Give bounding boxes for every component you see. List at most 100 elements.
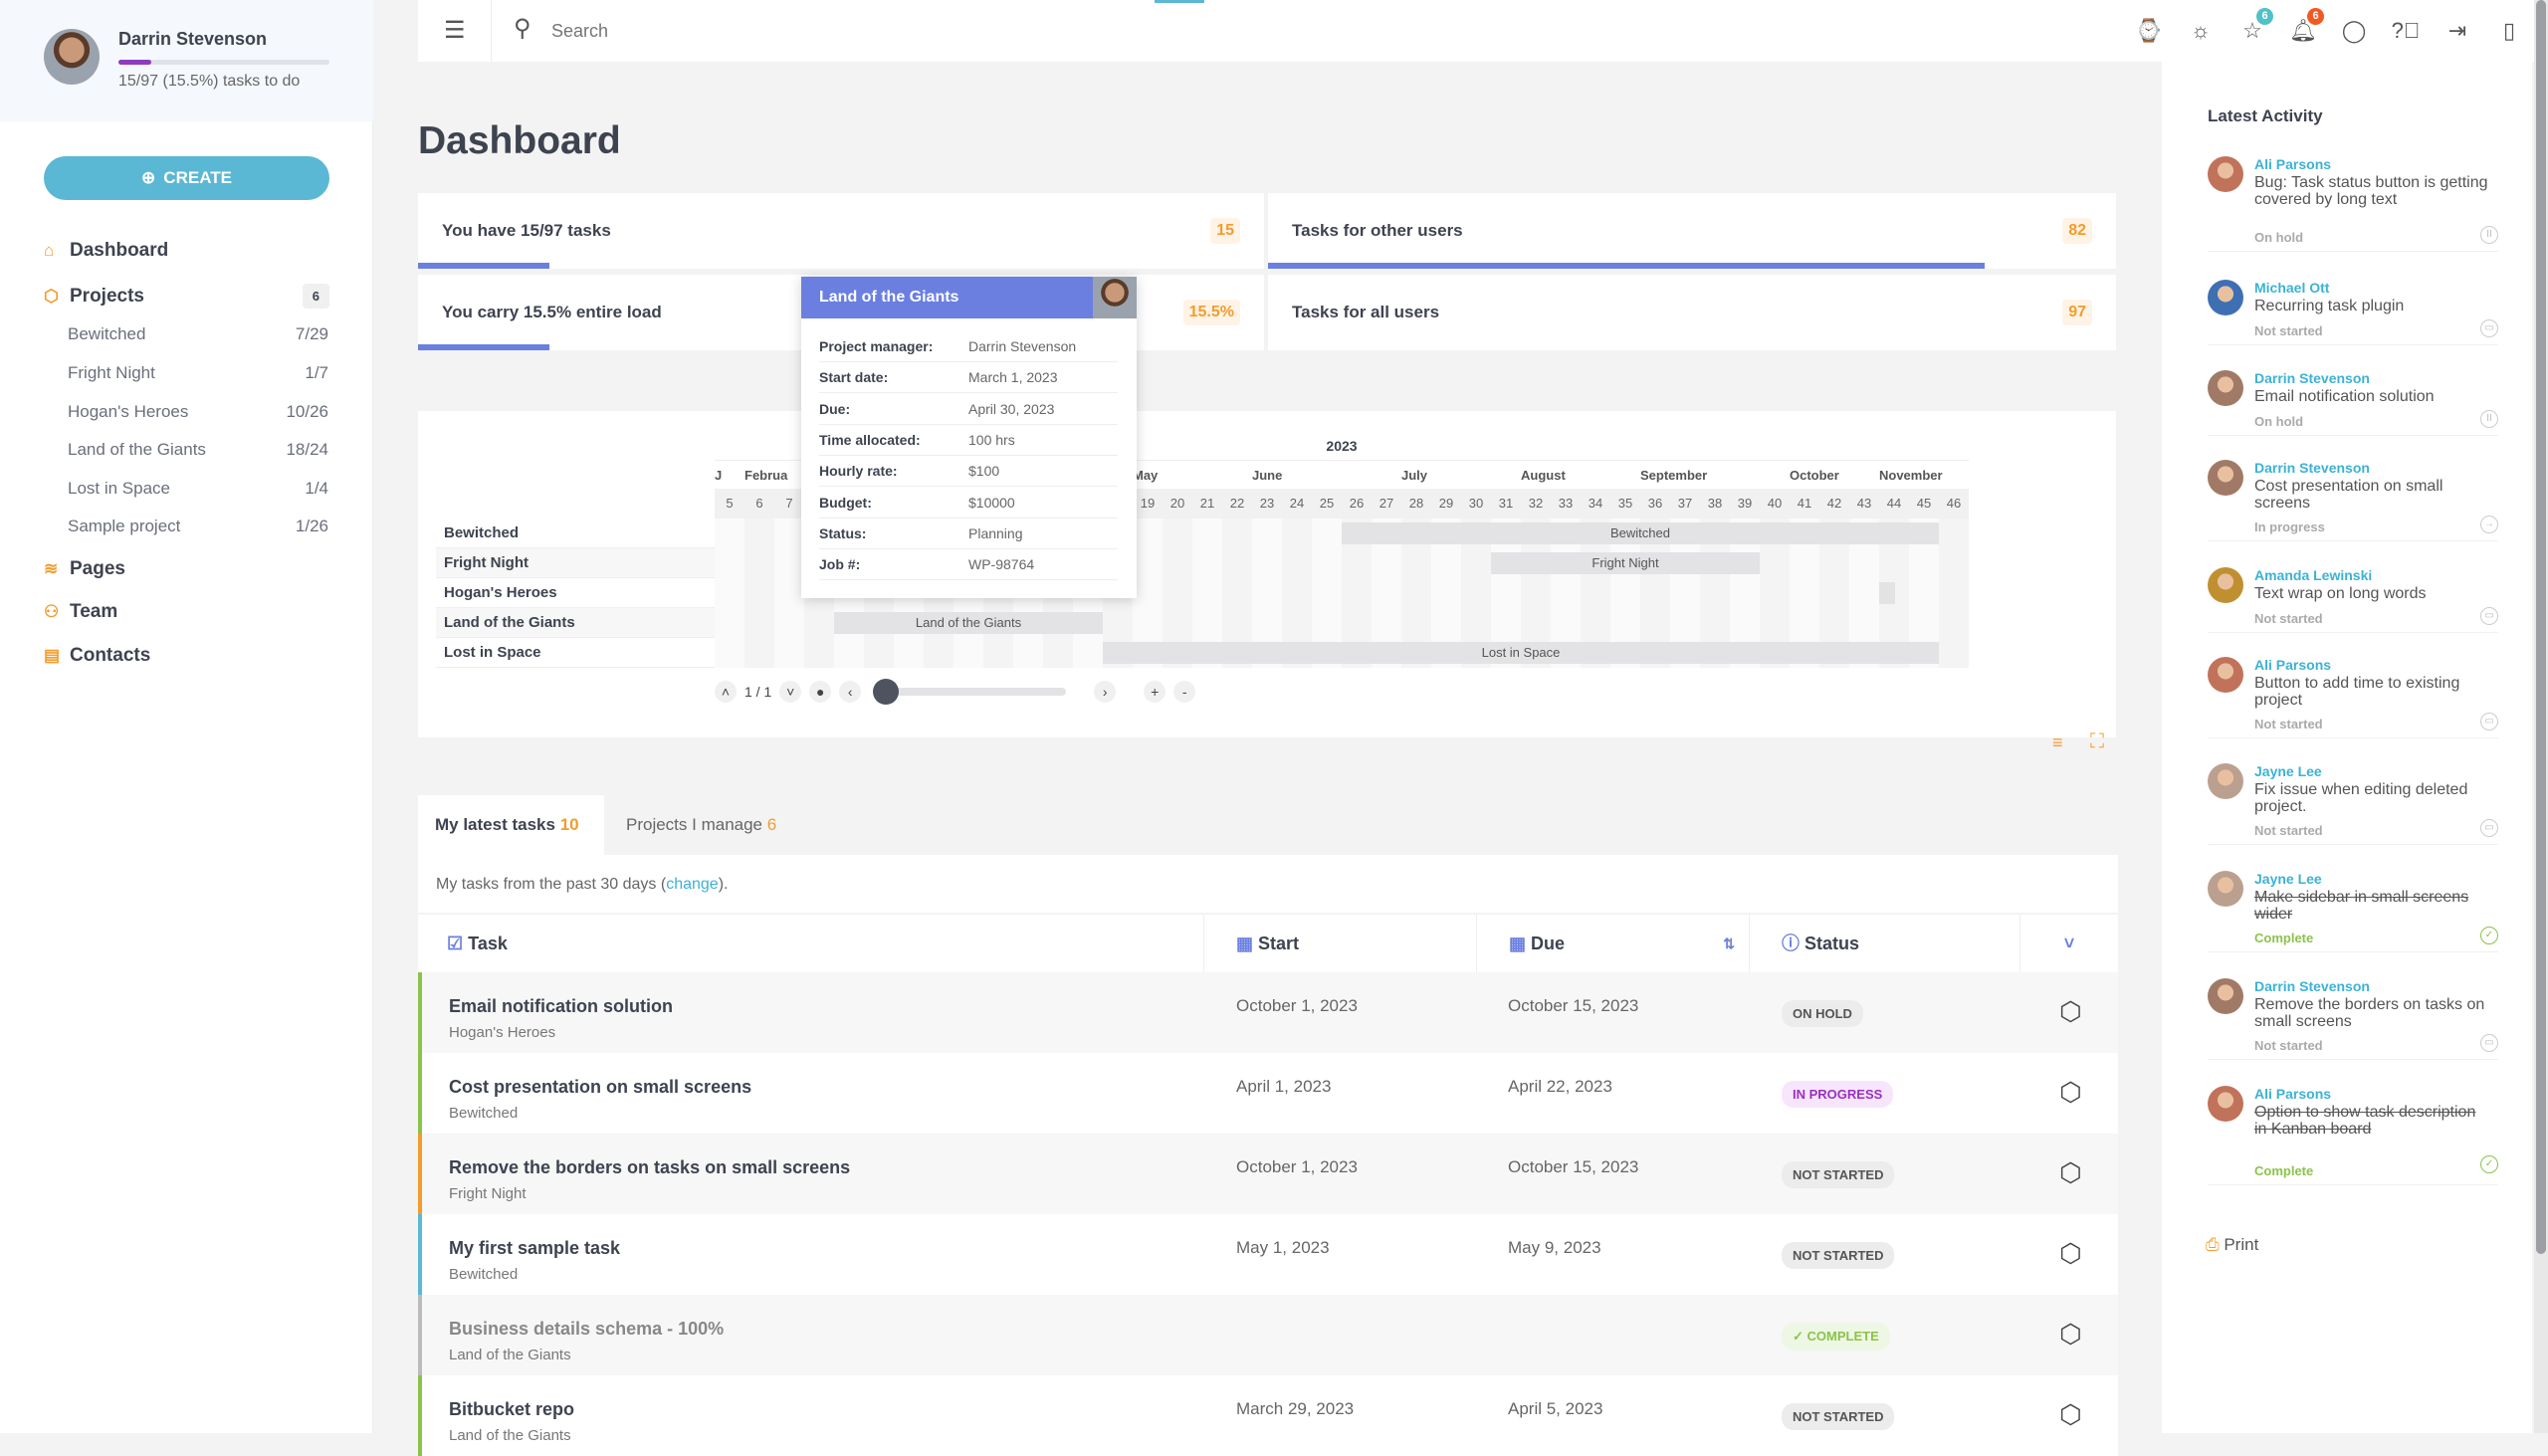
status-badge[interactable]: NOT STARTED	[1782, 1403, 1895, 1430]
gantt-week-label: 33	[1551, 489, 1581, 519]
sidebar-project-item[interactable]: Lost in Space 1/4	[68, 479, 328, 498]
page-up-button[interactable]: ˄	[715, 681, 737, 703]
activity-item[interactable]: Ali Parsons Option to show task descripti…	[2208, 1086, 2498, 1185]
sidebar-item-dashboard[interactable]: ⌂ Dashboard	[44, 240, 169, 261]
table-row[interactable]: Email notification solution Hogan's Heroe…	[418, 972, 2118, 1053]
hexagon-icon[interactable]: ⬡	[2059, 1157, 2082, 1187]
change-link[interactable]: change	[666, 876, 719, 893]
zoom-in-button[interactable]: +	[1144, 681, 1167, 703]
sidebar-item-team[interactable]: ⚇ Team	[44, 601, 118, 622]
gantt-bar[interactable]	[1879, 582, 1895, 604]
sidebar-project-item[interactable]: Fright Night 1/7	[68, 363, 328, 382]
check-icon[interactable]: ✓	[2480, 1155, 2498, 1173]
activity-item[interactable]: Jayne Lee Fix issue when editing deleted …	[2208, 763, 2498, 845]
status-badge[interactable]: ON HOLD	[1782, 1000, 1863, 1027]
bell-icon[interactable]: 🔔︎ 6	[2288, 8, 2324, 46]
activity-item[interactable]: Michael Ott Recurring task plugin Not star…	[2208, 280, 2498, 345]
activity-item[interactable]: Darrin Stevenson Remove the borders on ta…	[2208, 978, 2498, 1060]
gantt-week-label: 44	[1879, 489, 1909, 519]
sidebar-project-item[interactable]: Sample project 1/26	[68, 517, 328, 535]
avatar[interactable]	[44, 29, 100, 85]
print-button[interactable]: ⎙ Print	[2206, 1235, 2259, 1254]
logout-icon[interactable]: ⇥	[2447, 18, 2467, 43]
panel-toggle-icon[interactable]: ▯	[2502, 18, 2516, 43]
sidebar-project-item[interactable]: Bewitched 7/29	[68, 324, 328, 343]
activity-item[interactable]: Jayne Lee Make sidebar in small screens w…	[2208, 871, 2498, 952]
sort-lines-icon[interactable]: ≡	[2052, 732, 2063, 752]
column-header-due[interactable]: ▦ Due ⇅	[1477, 915, 1750, 972]
table-row[interactable]: Cost presentation on small screens Bewitc…	[418, 1053, 2118, 1134]
status-badge[interactable]: NOT STARTED	[1782, 1161, 1895, 1188]
status-badge[interactable]: NOT STARTED	[1782, 1242, 1895, 1269]
stop-icon[interactable]: ▭	[2480, 607, 2498, 625]
today-button[interactable]: ●	[809, 681, 832, 703]
table-row[interactable]: My first sample task Bewitched May 1, 2023…	[418, 1214, 2118, 1295]
stop-icon[interactable]: ▭	[2480, 713, 2498, 730]
stop-icon[interactable]: ▭	[2480, 1034, 2498, 1052]
tab-projects-i-manage[interactable]: Projects I manage 6	[626, 815, 777, 834]
activity-item[interactable]: Darrin Stevenson Cost presentation on sma…	[2208, 460, 2498, 541]
gantt-bar[interactable]: Lost in Space	[1103, 642, 1939, 664]
search-input[interactable]	[551, 16, 1149, 46]
create-button[interactable]: ⊕ CREATE	[44, 156, 329, 200]
gantt-row-label: Lost in Space	[436, 638, 715, 668]
hexagon-icon[interactable]: ⬡	[2059, 1077, 2082, 1107]
gantt-bar[interactable]: Land of the Giants	[834, 612, 1103, 634]
sidebar-item-contacts[interactable]: ▤ Contacts	[44, 645, 151, 666]
tab-my-latest-tasks[interactable]: My latest tasks 10	[418, 795, 604, 855]
check-circle-icon: ✓	[1793, 1329, 1807, 1344]
stop-icon[interactable]: ▭	[2480, 819, 2498, 837]
scroll-right-button[interactable]: ›	[1094, 681, 1117, 703]
check-icon[interactable]: ✓	[2480, 927, 2498, 944]
gantt-bar[interactable]: Bewitched	[1342, 522, 1939, 544]
hexagon-icon[interactable]: ⬡	[2059, 1319, 2082, 1349]
sidebar-project-item[interactable]: Land of the Giants 18/24	[68, 440, 328, 459]
status-badge[interactable]: ✓ COMPLETE	[1782, 1323, 1890, 1351]
column-header-start[interactable]: ▦ Start	[1204, 915, 1477, 972]
scroll-left-button[interactable]: ‹	[839, 681, 862, 703]
hexagon-icon[interactable]: ⬡	[2059, 1238, 2082, 1268]
sidebar-item-projects[interactable]: ⬡ Projects 6	[44, 284, 329, 309]
hexagon-icon[interactable]: ⬡	[2059, 1399, 2082, 1429]
tooltip-row: Time allocated: 100 hrs	[819, 425, 1118, 456]
tasks-note: My tasks from the past 30 days (change).	[436, 876, 729, 893]
gantt-week-label: 41	[1790, 489, 1819, 519]
hexagon-icon[interactable]: ⬡	[2059, 996, 2082, 1026]
status-badge[interactable]: IN PROGRESS	[1782, 1081, 1894, 1108]
sidebar-item-pages[interactable]: ≋ Pages	[44, 558, 125, 579]
stop-icon[interactable]: ▭	[2480, 319, 2498, 337]
gantt-week-label: 45	[1909, 489, 1939, 519]
timeline-slider[interactable]	[873, 679, 1067, 705]
sun-icon[interactable]: ☼	[2190, 18, 2212, 43]
column-header-task[interactable]: ☑ Task	[418, 915, 1204, 972]
activity-item[interactable]: Ali Parsons Bug: Task status button is ge…	[2208, 156, 2498, 252]
sidebar-project-item[interactable]: Hogan's Heroes 10/26	[68, 402, 328, 421]
column-header-status[interactable]: ⓘ Status	[1750, 915, 2020, 972]
hamburger-menu-icon[interactable]: ☰	[444, 17, 466, 44]
sort-icon[interactable]: ⇅	[1723, 936, 1735, 951]
gantt-week-label: 38	[1700, 489, 1730, 519]
gantt-bar[interactable]: Fright Night	[1491, 552, 1760, 574]
pause-icon[interactable]: II	[2480, 226, 2498, 244]
scrollbar[interactable]	[2534, 0, 2548, 1433]
gantt-row-label: Land of the Giants	[436, 608, 715, 638]
star-icon[interactable]: ☆ 6	[2237, 8, 2273, 46]
sidebar	[0, 0, 373, 1433]
activity-item[interactable]: Ali Parsons Button to add time to existin…	[2208, 657, 2498, 738]
help-icon[interactable]: ?⃝	[2391, 18, 2421, 43]
chat-icon[interactable]: ◯	[2341, 18, 2367, 43]
zoom-out-button[interactable]: -	[1173, 681, 1196, 703]
arrow-icon[interactable]: →	[2480, 516, 2498, 533]
page-down-button[interactable]: ˅	[779, 681, 802, 703]
chevron-down-icon[interactable]: ˅	[2063, 934, 2075, 953]
pause-icon[interactable]: II	[2480, 410, 2498, 428]
activity-item[interactable]: Amanda Lewinski Text wrap on long words No…	[2208, 567, 2498, 633]
table-row[interactable]: Bitbucket repo Land of the Giants March 29…	[418, 1375, 2118, 1456]
table-row[interactable]: Remove the borders on tasks on small scr…	[418, 1134, 2118, 1214]
avatar	[2208, 567, 2243, 603]
fullscreen-icon[interactable]: ⛶	[2090, 730, 2104, 752]
activity-item[interactable]: Darrin Stevenson Email notification solut…	[2208, 370, 2498, 436]
watch-icon[interactable]: ⌚	[2135, 18, 2163, 43]
gantt-page-indicator: 1 / 1	[744, 684, 772, 700]
table-row[interactable]: Business details schema - 100% Land of th…	[418, 1295, 2118, 1375]
